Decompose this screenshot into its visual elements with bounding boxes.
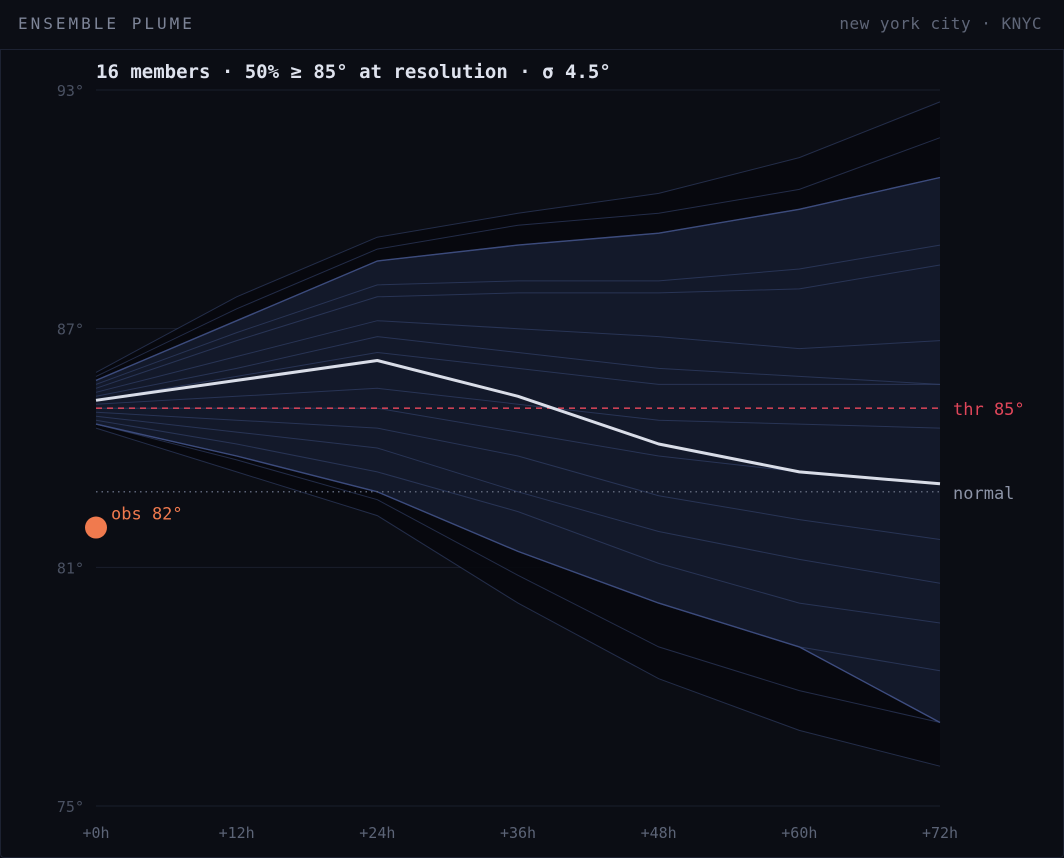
ensemble-member-line [95,415,941,584]
ensemble-member-line [95,387,941,429]
ensemble-summary: 16 members · 50% ≥ 85° at resolution · σ… [96,61,611,83]
x-tick-label: +24h [359,824,395,842]
ensemble-member-line [95,320,941,393]
x-tick-label: +72h [922,824,958,842]
ensemble-member-line [95,419,941,624]
normal-label: normal [953,484,1014,504]
ensemble-member-line [95,423,941,723]
x-tick-label: +60h [781,824,817,842]
x-tick-label: +36h [500,824,536,842]
ensemble-member-line [95,336,941,397]
ensemble-mean-line [95,359,941,486]
panel-header: ENSEMBLE PLUME new york city · KNYC [0,0,1064,50]
axis-labels: 75° 81° 87° 93° +0h +12h +24h +36h +48h +60h +72h [57,82,958,842]
ensemble-member-line [95,427,941,767]
ensemble-mean [95,359,941,486]
threshold-label: thr 85° [953,400,1025,420]
ensemble-member-line [95,244,941,385]
y-tick-label: 81° [57,559,84,577]
ensemble-member-line [95,423,941,672]
ensemble-member-line [95,264,941,389]
ensemble-band [95,101,941,767]
ensemble-member-line [95,137,941,377]
observation: obs 82° [85,505,183,539]
ensemble-members [95,101,941,767]
y-tick-label: 87° [57,321,84,339]
panel-title: ENSEMBLE PLUME [18,14,195,33]
observation-marker [85,516,107,539]
x-tick-label: +0h [82,824,109,842]
x-tick-label: +48h [641,824,677,842]
confidence-band [96,177,940,723]
station-location: new york city · KNYC [839,14,1042,33]
y-tick-label: 93° [57,82,84,100]
reference-lines: normal thr 85° [96,400,1025,504]
y-tick-label: 75° [57,798,84,816]
ensemble-member-line [95,101,941,373]
x-tick-label: +12h [219,824,255,842]
ensemble-member-line [95,351,940,401]
observation-label: obs 82° [111,505,183,525]
ensemble-member-line [95,177,941,381]
ensemble-member-line [95,411,941,540]
